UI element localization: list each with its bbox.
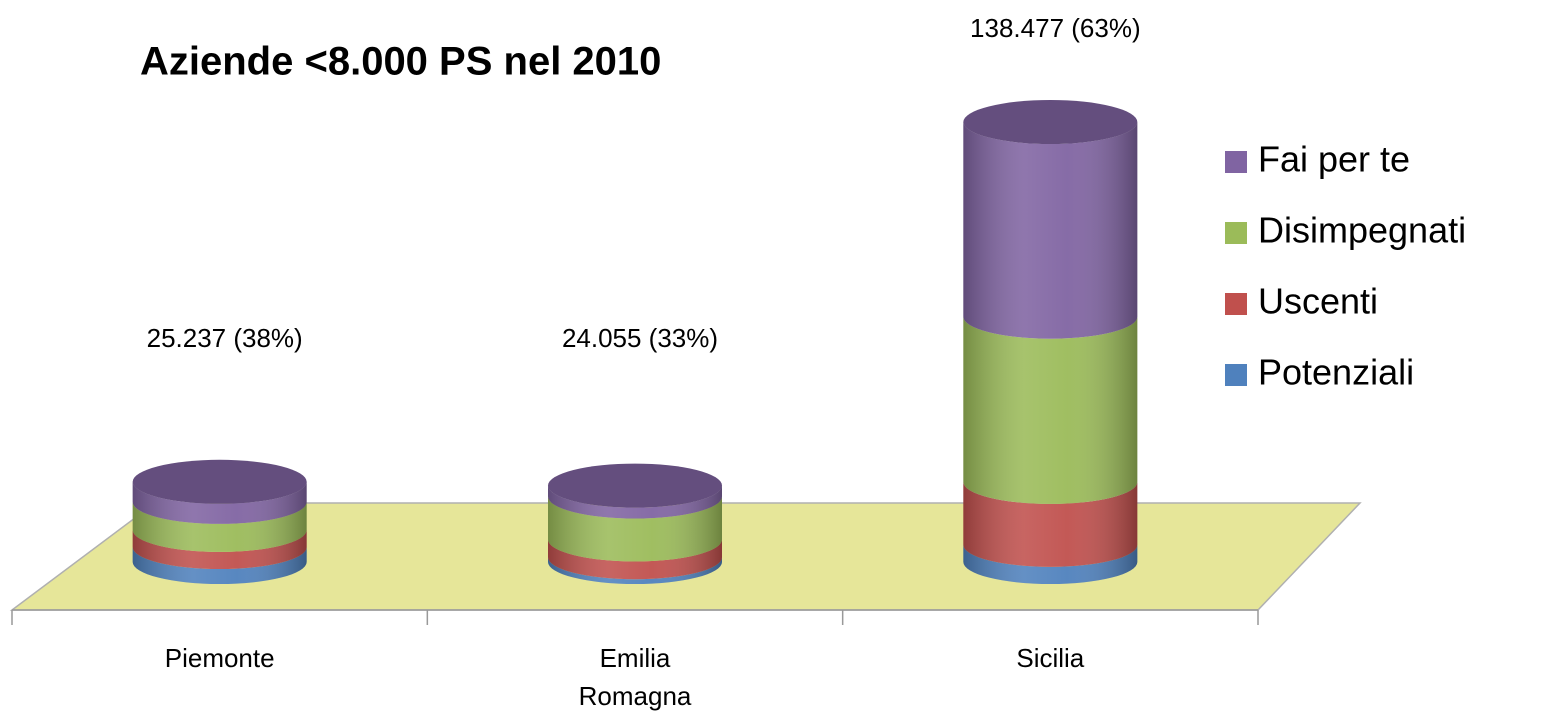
legend-label: Uscenti (1258, 281, 1378, 322)
x-tick-label: Sicilia (1016, 643, 1084, 673)
x-tick-label-line: Sicilia (1016, 643, 1084, 673)
legend-swatch (1225, 364, 1247, 386)
cylinder (132, 459, 307, 584)
legend-swatch (1225, 151, 1247, 173)
legend-swatch (1225, 222, 1247, 244)
chart-title: Aziende <8.000 PS nel 2010 (140, 40, 661, 84)
total-label: 24.055 (33%) (562, 323, 718, 353)
cylinder-top (548, 463, 722, 508)
cylinder (963, 100, 1138, 584)
legend-swatch (1225, 293, 1247, 315)
cylinder-shade (963, 122, 1138, 584)
cylinder-top (963, 100, 1138, 144)
total-label: 25.237 (38%) (147, 323, 303, 353)
x-tick-label-line: Emilia (600, 643, 671, 673)
cylinder-top (132, 459, 307, 504)
total-label: 138.477 (63%) (970, 13, 1141, 43)
legend-label: Fai per te (1258, 139, 1410, 180)
x-tick-label: Emilia Romagna (579, 643, 692, 711)
legend-label: Potenziali (1258, 352, 1414, 393)
x-tick-label-line: Romagna (579, 681, 692, 711)
legend-label: Disimpegnati (1258, 210, 1466, 251)
cylinder-shade (548, 485, 722, 584)
cylinder (548, 463, 723, 584)
cylinder-shade (132, 481, 307, 584)
x-tick-label: Piemonte (165, 643, 275, 673)
x-tick-label-line: Piemonte (165, 643, 275, 673)
